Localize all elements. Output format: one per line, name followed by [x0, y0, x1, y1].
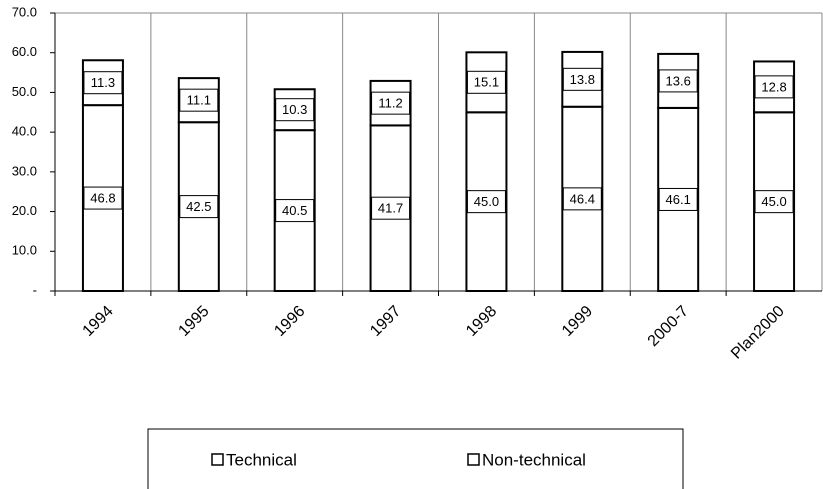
data-label: 41.7	[378, 201, 403, 216]
data-label-box	[466, 190, 506, 214]
x-tick-label: 1996	[271, 303, 308, 340]
x-tick-label: 1995	[175, 303, 212, 340]
y-tick-label: 70.0	[12, 4, 37, 19]
y-tick-label: 30.0	[12, 163, 37, 178]
y-tick-label: 40.0	[12, 124, 37, 139]
data-label-box	[371, 196, 411, 220]
data-label: 10.3	[282, 102, 307, 117]
data-label: 11.3	[91, 75, 115, 90]
data-label-box	[562, 67, 602, 91]
data-label-box	[83, 186, 123, 210]
data-label-box	[83, 71, 123, 95]
legend-swatch	[211, 453, 224, 466]
y-tick-label: -	[33, 282, 37, 297]
data-label: 46.4	[570, 191, 595, 206]
data-label: 45.0	[761, 194, 786, 209]
data-label: 46.8	[90, 191, 115, 206]
x-tick-label: Plan2000	[728, 303, 788, 363]
data-label-box	[562, 187, 602, 211]
data-label: 11.2	[378, 96, 402, 111]
data-label-box	[179, 88, 219, 112]
legend-label: Technical	[226, 450, 297, 469]
data-label: 46.1	[666, 192, 691, 207]
data-label-box	[658, 187, 698, 211]
data-label: 11.1	[187, 93, 211, 108]
data-label: 45.0	[474, 194, 499, 209]
data-label-box	[371, 91, 411, 115]
y-tick-label: 60.0	[12, 44, 37, 59]
x-tick-label: 1998	[463, 303, 500, 340]
y-tick-label: 10.0	[12, 243, 37, 258]
x-tick-label: 2000-7	[645, 303, 692, 350]
data-label-box	[179, 195, 219, 219]
y-tick-label: 20.0	[12, 203, 37, 218]
data-label: 13.6	[666, 73, 691, 88]
x-tick-label: 1997	[367, 303, 404, 340]
y-tick-label: 50.0	[12, 84, 37, 99]
legend-box	[147, 428, 684, 489]
data-label-box	[275, 98, 315, 122]
data-label: 40.5	[282, 203, 307, 218]
data-label-box	[466, 70, 506, 94]
legend-swatch	[467, 453, 480, 466]
x-tick-label: 1999	[559, 303, 596, 340]
data-label-box	[754, 190, 794, 214]
data-label: 42.5	[186, 199, 211, 214]
data-label: 15.1	[474, 75, 499, 90]
data-label: 12.8	[761, 79, 786, 94]
x-tick-label: 1994	[80, 303, 117, 340]
legend-label: Non-technical	[482, 450, 586, 469]
data-label-box	[754, 75, 794, 99]
data-label-box	[275, 199, 315, 223]
data-label-box	[658, 69, 698, 93]
data-label: 13.8	[570, 72, 595, 87]
